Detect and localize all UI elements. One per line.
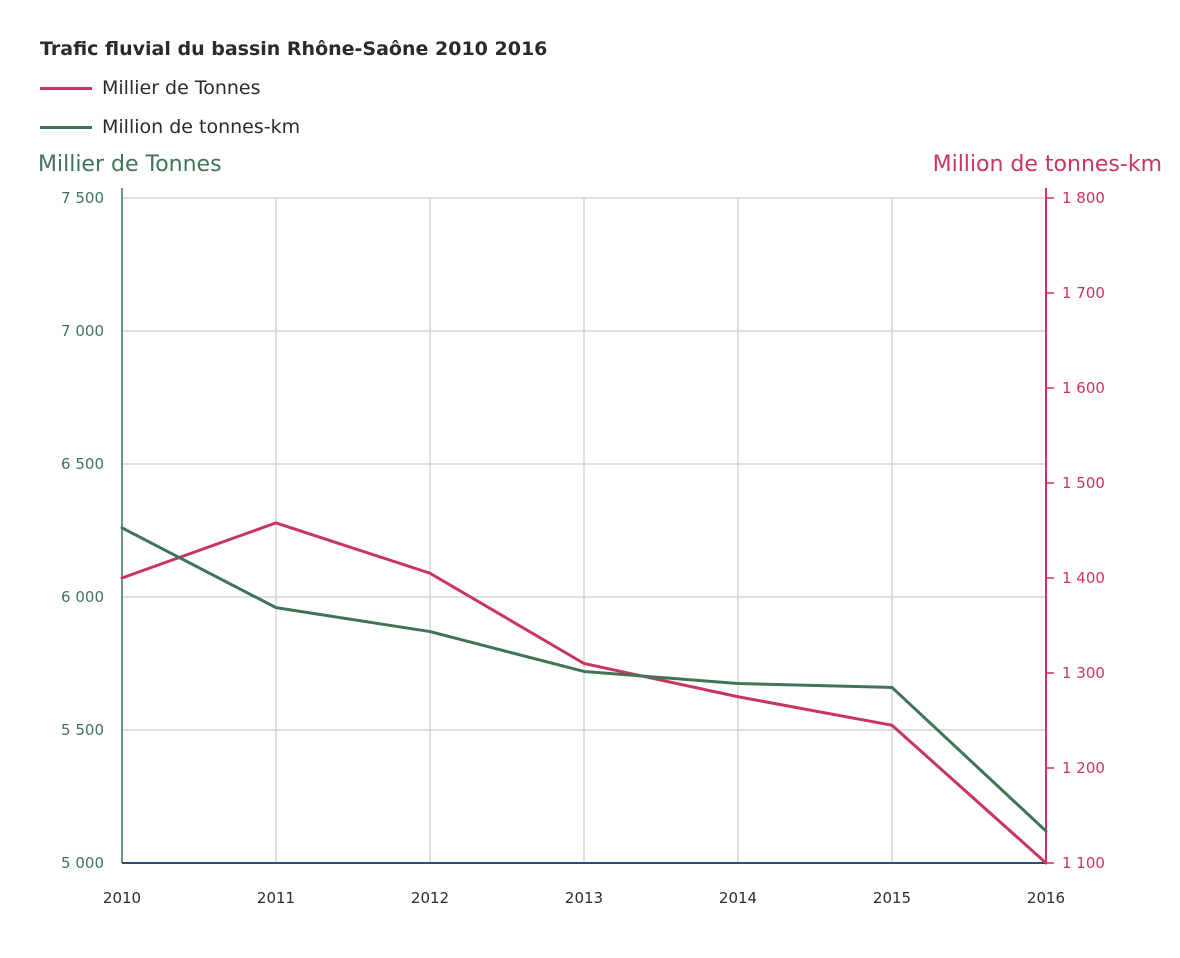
left-axis-title: Millier de Tonnes: [38, 152, 222, 177]
right-tick-label-1: 1 200: [1062, 759, 1105, 777]
legend-swatch-tonnes-km: [40, 125, 92, 129]
legend-swatch-tonnes: [40, 86, 92, 90]
left-tick-label-4: 7 000: [61, 322, 104, 340]
x-tick-label-6: 2016: [1027, 889, 1065, 907]
right-tick-label-4: 1 500: [1062, 474, 1105, 492]
left-tick-label-3: 6 500: [61, 455, 104, 473]
legend-label-tonnes-km: Million de tonnes-km: [102, 116, 301, 138]
x-tick-label-0: 2010: [103, 889, 141, 907]
left-tick-label-1: 5 500: [61, 721, 104, 739]
legend-label-tonnes: Millier de Tonnes: [102, 77, 261, 99]
left-tick-label-5: 7 500: [61, 189, 104, 207]
x-tick-label-2: 2012: [411, 889, 449, 907]
right-tick-label-5: 1 600: [1062, 379, 1105, 397]
x-tick-label-4: 2014: [719, 889, 757, 907]
x-tick-label-5: 2015: [873, 889, 911, 907]
x-tick-label-3: 2013: [565, 889, 603, 907]
left-tick-label-2: 6 000: [61, 588, 104, 606]
right-tick-label-7: 1 800: [1062, 189, 1105, 207]
right-axis-title: Million de tonnes-km: [932, 152, 1162, 177]
right-tick-label-3: 1 400: [1062, 569, 1105, 587]
right-tick-label-2: 1 300: [1062, 664, 1105, 682]
x-tick-label-1: 2011: [257, 889, 295, 907]
right-tick-label-0: 1 100: [1062, 854, 1105, 872]
legend-item-tonnes: Millier de Tonnes: [40, 76, 261, 100]
legend-item-tonnes-km: Million de tonnes-km: [40, 115, 300, 139]
chart-title: Trafic fluvial du bassin Rhône-Saône 201…: [40, 38, 548, 60]
left-tick-label-0: 5 000: [61, 854, 104, 872]
right-tick-label-6: 1 700: [1062, 284, 1105, 302]
